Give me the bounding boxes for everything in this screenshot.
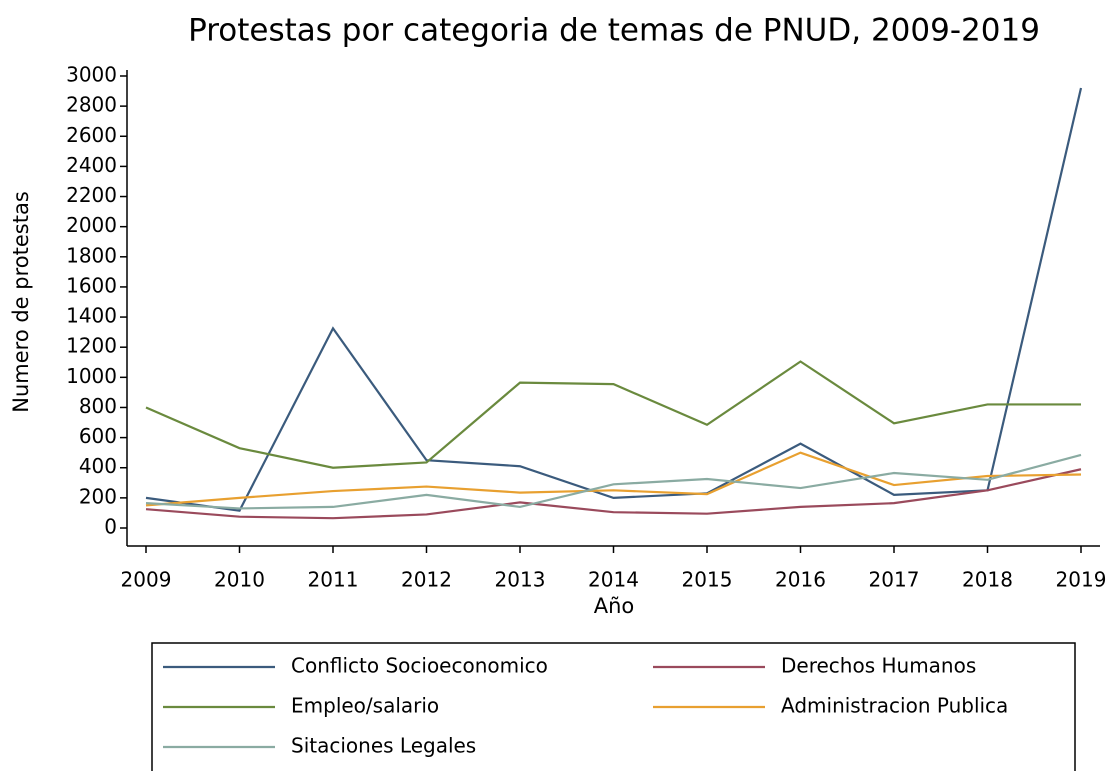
y-axis-label: Numero de protestas [9,191,33,413]
y-tick-label: 800 [79,394,117,418]
y-tick-label: 600 [79,424,117,448]
x-tick-label: 2017 [869,568,920,592]
legend-label: Conflicto Socioeconomico [291,654,548,678]
x-tick-label: 2014 [588,568,639,592]
series-line [145,451,1082,507]
y-tick-label: 400 [79,454,117,478]
x-tick-label: 2016 [775,568,826,592]
y-tick-label: 1200 [66,334,117,358]
x-tick-label: 2010 [214,568,265,592]
y-tick-label: 1400 [66,304,117,328]
x-tick-label: 2012 [401,568,452,592]
y-tick-label: 1000 [66,364,117,388]
y-tick-label: 1800 [66,243,117,267]
series-line [145,468,1082,520]
chart-title: Protestas por categoria de temas de PNUD… [188,13,1040,49]
series-line [145,87,1083,512]
x-tick-label: 2018 [962,568,1013,592]
y-tick-label: 2200 [66,183,117,207]
legend-label: Empleo/salario [291,694,439,718]
y-tick-label: 3000 [66,63,117,87]
y-tick-label: 2400 [66,153,117,177]
legend-label: Derechos Humanos [781,654,976,678]
y-tick-label: 2600 [66,123,117,147]
y-tick-label: 0 [104,515,117,539]
series-line [145,360,1081,469]
x-tick-label: 2011 [308,568,359,592]
legend [151,642,1076,771]
legend-label: Administracion Publica [781,694,1008,718]
y-tick-label: 2000 [66,213,117,237]
legend-label: Sitaciones Legales [291,734,476,758]
y-tick-label: 200 [79,484,117,508]
x-tick-label: 2013 [495,568,546,592]
x-axis-label: Año [594,594,635,618]
y-tick-label: 2800 [66,93,117,117]
x-tick-label: 2015 [682,568,733,592]
x-tick-label: 2019 [1056,568,1107,592]
y-tick-label: 1600 [66,273,117,297]
x-tick-label: 2009 [121,568,172,592]
series-line [145,453,1082,510]
